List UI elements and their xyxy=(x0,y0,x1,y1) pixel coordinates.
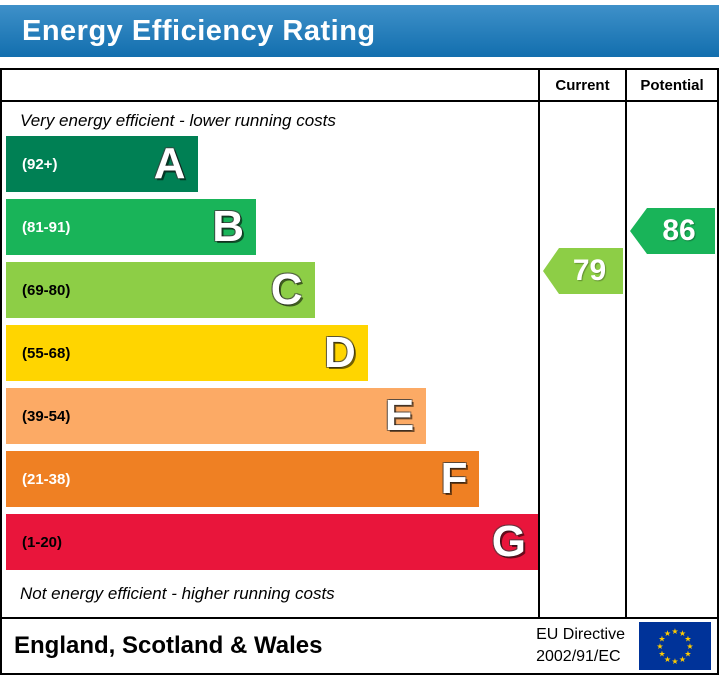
svg-text:★: ★ xyxy=(684,634,691,643)
epc-grid: Current Potential Very energy efficient … xyxy=(2,70,717,617)
current-rating-arrow: 79 xyxy=(543,248,623,294)
potential-rating-value: 86 xyxy=(662,214,696,247)
bands-area: Very energy efficient - lower running co… xyxy=(2,102,538,617)
band-bar-a: (92+) A xyxy=(6,136,198,192)
band-letter: F xyxy=(440,454,468,503)
eu-directive-line1: EU Directive xyxy=(536,626,625,644)
potential-rating-cell: 86 xyxy=(625,102,717,617)
band-bar-d: (55-68) D xyxy=(6,325,368,381)
svg-text:★: ★ xyxy=(658,634,665,643)
band-row: (69-80) C xyxy=(6,262,538,325)
eu-flag-icon: ★ ★ ★ ★ ★ ★ ★ ★ ★ ★ ★ ★ xyxy=(639,622,711,670)
svg-text:★: ★ xyxy=(684,649,691,658)
current-column-header: Current xyxy=(538,70,625,102)
current-rating-cell: 79 xyxy=(538,102,625,617)
band-range: (55-68) xyxy=(22,344,71,362)
band-row: (1-20) G xyxy=(6,514,538,577)
band-bar-g: (1-20) G xyxy=(6,514,538,570)
band-letter: A xyxy=(153,139,186,188)
svg-text:★: ★ xyxy=(656,642,663,651)
band-bar-f: (21-38) F xyxy=(6,451,480,507)
title-bar: Energy Efficiency Rating xyxy=(0,5,719,57)
band-range: (1-20) xyxy=(22,533,63,551)
band-range: (92+) xyxy=(22,155,58,173)
top-note: Very energy efficient - lower running co… xyxy=(20,111,336,130)
svg-text:★: ★ xyxy=(686,642,693,651)
band-bar-c: (69-80) C xyxy=(6,262,315,318)
band-row: (81-91) B xyxy=(6,199,538,262)
band-letter: C xyxy=(270,265,303,314)
svg-text:★: ★ xyxy=(671,627,678,636)
band-row: (39-54) E xyxy=(6,388,538,451)
band-letter: D xyxy=(323,328,356,377)
band-range: (81-91) xyxy=(22,218,71,236)
band-range: (21-38) xyxy=(22,470,71,488)
band-bar-e: (39-54) E xyxy=(6,388,427,444)
potential-rating-arrow: 86 xyxy=(630,208,715,254)
eu-directive-text: EU Directive 2002/91/EC xyxy=(536,624,625,667)
band-letter: E xyxy=(384,391,415,440)
band-range: (69-80) xyxy=(22,281,71,299)
potential-column-header: Potential xyxy=(625,70,717,102)
svg-text:★: ★ xyxy=(679,629,686,638)
band-letter: G xyxy=(491,517,526,566)
eu-flag-svg: ★ ★★★★★★★★★★★ xyxy=(639,622,711,670)
page-title: Energy Efficiency Rating xyxy=(22,14,376,47)
footer: England, Scotland & Wales EU Directive 2… xyxy=(2,617,717,673)
svg-text:★: ★ xyxy=(671,657,678,666)
svg-text:★: ★ xyxy=(664,655,671,664)
band-row: (92+) A xyxy=(6,136,538,199)
band-range: (39-54) xyxy=(22,407,71,425)
svg-text:★: ★ xyxy=(679,655,686,664)
svg-text:★: ★ xyxy=(658,649,665,658)
region-label: England, Scotland & Wales xyxy=(14,632,323,659)
svg-text:★: ★ xyxy=(664,629,671,638)
band-row: (55-68) D xyxy=(6,325,538,388)
band-row: (21-38) F xyxy=(6,451,538,514)
band-bar-b: (81-91) B xyxy=(6,199,257,255)
bottom-note: Not energy efficient - higher running co… xyxy=(20,584,335,603)
current-rating-value: 79 xyxy=(572,254,607,287)
band-letter: B xyxy=(212,202,245,251)
eu-directive-line2: 2002/91/EC xyxy=(536,648,621,665)
epc-chart-frame: Current Potential Very energy efficient … xyxy=(0,68,719,675)
header-spacer xyxy=(2,70,538,102)
